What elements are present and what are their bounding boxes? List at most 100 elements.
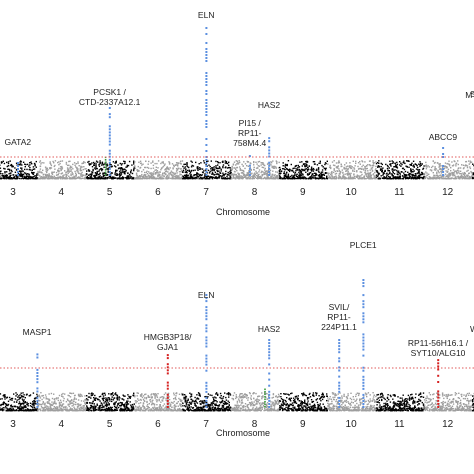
data-point xyxy=(204,174,206,176)
data-point xyxy=(357,175,359,177)
data-point xyxy=(74,170,76,173)
data-point xyxy=(65,172,67,174)
data-point xyxy=(59,407,61,409)
x-tick-label: 6 xyxy=(155,187,161,198)
data-point xyxy=(156,162,158,165)
data-point xyxy=(32,173,35,175)
data-point xyxy=(189,171,192,174)
data-point xyxy=(80,167,82,169)
data-point xyxy=(162,174,164,176)
data-point xyxy=(10,397,13,400)
data-point xyxy=(404,162,406,165)
data-point xyxy=(258,160,261,163)
data-point xyxy=(61,403,64,405)
data-point xyxy=(104,159,107,161)
data-point xyxy=(221,176,223,178)
data-point xyxy=(246,174,248,177)
data-point xyxy=(419,165,421,168)
data-point xyxy=(269,172,271,174)
data-point xyxy=(319,177,321,179)
data-point xyxy=(7,408,9,411)
data-point xyxy=(228,166,230,169)
data-point xyxy=(381,168,383,170)
data-point xyxy=(156,171,158,173)
data-point xyxy=(62,177,65,180)
data-point xyxy=(51,177,54,179)
data-point xyxy=(21,394,23,397)
data-point xyxy=(331,174,333,176)
data-point xyxy=(43,407,45,410)
data-point xyxy=(359,176,361,178)
data-point xyxy=(390,163,392,165)
data-point xyxy=(0,167,2,169)
data-point xyxy=(171,177,174,179)
data-point xyxy=(185,177,188,179)
data-point xyxy=(186,163,188,165)
data-point xyxy=(181,176,183,178)
data-point xyxy=(421,172,423,174)
x-tick-label: 3 xyxy=(10,187,16,198)
data-point xyxy=(188,170,190,172)
data-point xyxy=(8,176,10,178)
data-point xyxy=(397,174,399,176)
data-point xyxy=(46,397,48,400)
data-point xyxy=(279,177,281,180)
data-point xyxy=(29,408,32,411)
data-point xyxy=(205,33,208,35)
data-point xyxy=(217,177,219,179)
data-point xyxy=(378,173,381,175)
data-point xyxy=(44,406,47,408)
data-point xyxy=(253,161,255,163)
data-point xyxy=(238,175,240,177)
data-point xyxy=(136,174,138,177)
data-point xyxy=(414,163,417,165)
data-point xyxy=(38,394,40,396)
data-point xyxy=(243,161,245,163)
data-point xyxy=(14,167,16,169)
data-point xyxy=(169,167,171,169)
data-point xyxy=(441,169,444,172)
data-point xyxy=(273,165,276,168)
data-point xyxy=(108,149,111,152)
data-point xyxy=(190,169,193,172)
data-point xyxy=(142,176,145,178)
data-point xyxy=(263,177,265,179)
data-point xyxy=(454,177,456,180)
data-point xyxy=(4,394,6,396)
data-point xyxy=(229,175,231,177)
data-point xyxy=(268,166,270,169)
data-point xyxy=(8,170,11,172)
data-point xyxy=(299,169,302,172)
data-point xyxy=(94,167,96,169)
data-point xyxy=(332,164,335,166)
data-point xyxy=(137,169,139,171)
data-point xyxy=(185,174,188,176)
data-point xyxy=(156,177,159,180)
data-point xyxy=(49,162,51,164)
data-point xyxy=(349,165,351,167)
data-point xyxy=(23,399,25,401)
data-point xyxy=(98,165,101,167)
data-point xyxy=(348,172,350,175)
data-point xyxy=(332,177,334,180)
data-point xyxy=(106,163,108,165)
data-point xyxy=(455,177,458,180)
data-point xyxy=(333,168,335,170)
data-point xyxy=(434,176,436,178)
data-point xyxy=(114,172,116,174)
data-point xyxy=(439,178,441,180)
data-point xyxy=(186,162,188,164)
data-point xyxy=(317,170,320,172)
data-point xyxy=(392,170,394,173)
data-point xyxy=(305,171,307,173)
data-point xyxy=(94,168,97,170)
data-point xyxy=(244,163,247,165)
data-point xyxy=(352,170,354,172)
data-point xyxy=(299,172,301,175)
data-point xyxy=(60,408,62,411)
data-point xyxy=(28,165,30,167)
data-point xyxy=(290,163,292,166)
data-point xyxy=(221,175,224,177)
data-point xyxy=(39,408,42,410)
data-point xyxy=(351,178,353,180)
